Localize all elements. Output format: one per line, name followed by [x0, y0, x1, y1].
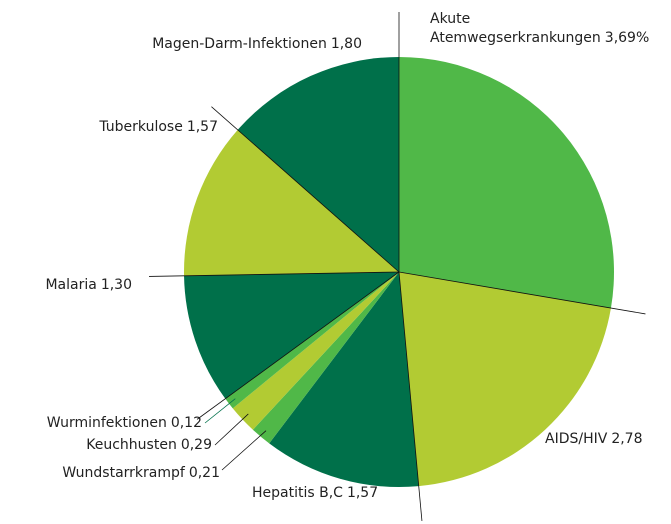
value-label: 0,21 [188, 465, 220, 481]
slice-label: Hepatitis B,C 1,57 [252, 484, 378, 503]
slice-label: Magen-Darm-Infektionen 1,80 [152, 35, 362, 54]
category-label: Wundstarrkrampf [62, 465, 185, 481]
pie-slice [184, 272, 399, 399]
slice-label: Malaria 1,30 [45, 276, 132, 295]
slice-label: Wundstarrkrampf 0,21 [62, 464, 220, 483]
value-label: 1,30 [100, 277, 132, 293]
slice-label: Tuberkulose 1,57 [99, 118, 218, 137]
category-label: AIDS/HIV [545, 431, 608, 447]
value-label: 0,29 [180, 437, 212, 453]
category-label: Magen-Darm-Infektionen [152, 36, 327, 52]
slice-label: Akute Atemwegserkrankungen 3,69% [430, 10, 649, 48]
leader-line [398, 271, 646, 315]
leader-line [211, 106, 400, 273]
leader-line [149, 271, 400, 277]
slice-label: Keuchhusten 0,29 [86, 436, 212, 455]
leader-line [204, 398, 236, 424]
slice-label: AIDS/HIV 2,78 [545, 430, 643, 449]
value-label: 3,69% [604, 30, 650, 46]
leader-line [196, 271, 400, 420]
value-label: 1,80 [330, 36, 362, 52]
pie-slice [399, 272, 611, 487]
category-label: Malaria [45, 277, 97, 293]
leader-line [398, 271, 423, 521]
category-label: Hepatitis B,C [252, 485, 343, 501]
pie-slice [269, 272, 419, 487]
value-label: 0,12 [170, 415, 202, 431]
value-label: 1,57 [346, 485, 379, 501]
pie-slice [399, 57, 615, 309]
pie-slice [184, 129, 399, 276]
category-label: Akute Atemwegserkrankungen [430, 11, 601, 46]
category-label: Wurminfektionen [46, 415, 167, 431]
slice-label: Wurminfektionen 0,12 [47, 414, 202, 433]
value-label: 2,78 [611, 431, 643, 447]
category-label: Tuberkulose [99, 119, 183, 135]
pie-slice [237, 56, 399, 273]
category-label: Keuchhusten [86, 437, 177, 453]
leader-line [221, 430, 267, 471]
pie-slice [252, 272, 399, 444]
leader-line [214, 413, 249, 446]
pie-slice [225, 272, 399, 409]
value-label: 1,57 [186, 119, 218, 135]
pie-slice [232, 272, 399, 430]
